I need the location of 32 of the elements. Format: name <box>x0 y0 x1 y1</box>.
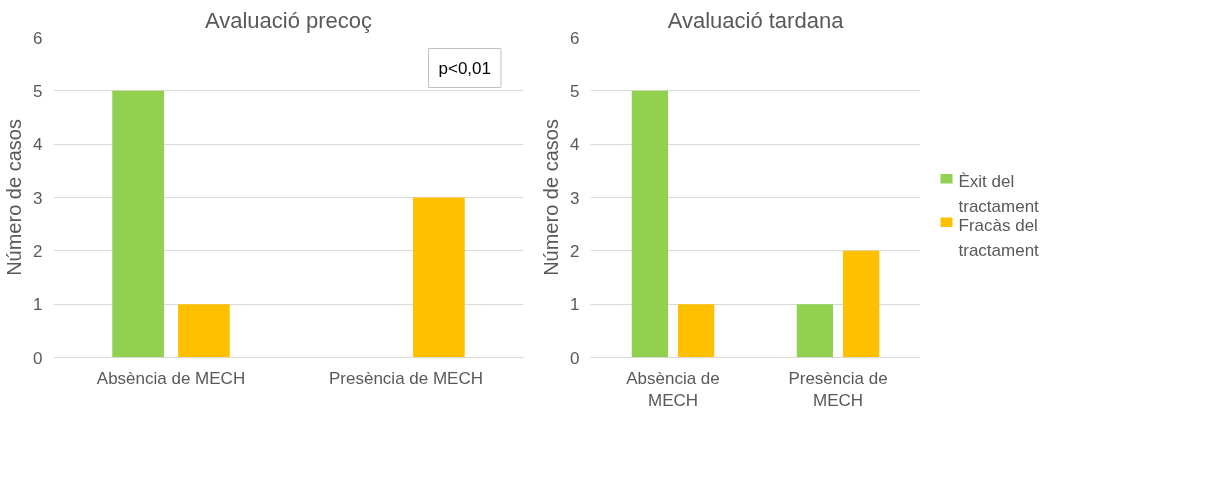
x-tick-label: Presència de MECH <box>329 368 484 388</box>
x-tick-label: Presència de MECH <box>788 368 888 411</box>
y-tick-label: 5 <box>33 81 43 101</box>
y-tick-label: 0 <box>570 348 580 368</box>
legend-label: Èxit del tractament <box>958 172 1040 217</box>
bar <box>112 90 164 358</box>
y-tick-label: 2 <box>570 241 580 261</box>
bar <box>631 90 669 358</box>
y-tick-label: 3 <box>33 188 43 208</box>
y-tick-label: 4 <box>33 135 43 155</box>
bar <box>677 304 715 358</box>
y-tick-label: 1 <box>570 295 580 315</box>
legend-label: Fracàs del tractament <box>958 216 1040 260</box>
bar <box>796 304 834 358</box>
y-tick-label: 3 <box>570 188 580 208</box>
y-tick-label: 6 <box>570 28 580 48</box>
x-tick-label: Absència de MECH <box>626 368 720 411</box>
y-tick-label: 4 <box>570 135 580 155</box>
x-tick-label: Absència de MECH <box>96 368 246 388</box>
chart-title: Avaluació tardana <box>667 7 845 33</box>
y-axis-title: Número de casos <box>540 119 563 276</box>
y-tick-label: 0 <box>33 348 43 368</box>
y-axis-title: Número de casos <box>3 119 26 276</box>
y-tick-label: 1 <box>33 295 43 315</box>
chart-title: Avaluació precoç <box>204 7 373 33</box>
bar <box>413 197 465 358</box>
y-tick-label: 5 <box>570 81 580 101</box>
bar <box>178 304 230 358</box>
bar <box>842 250 880 358</box>
y-tick-label: 2 <box>33 241 43 261</box>
y-tick-label: 6 <box>33 28 43 48</box>
annotation: p<0,01 <box>438 58 491 78</box>
